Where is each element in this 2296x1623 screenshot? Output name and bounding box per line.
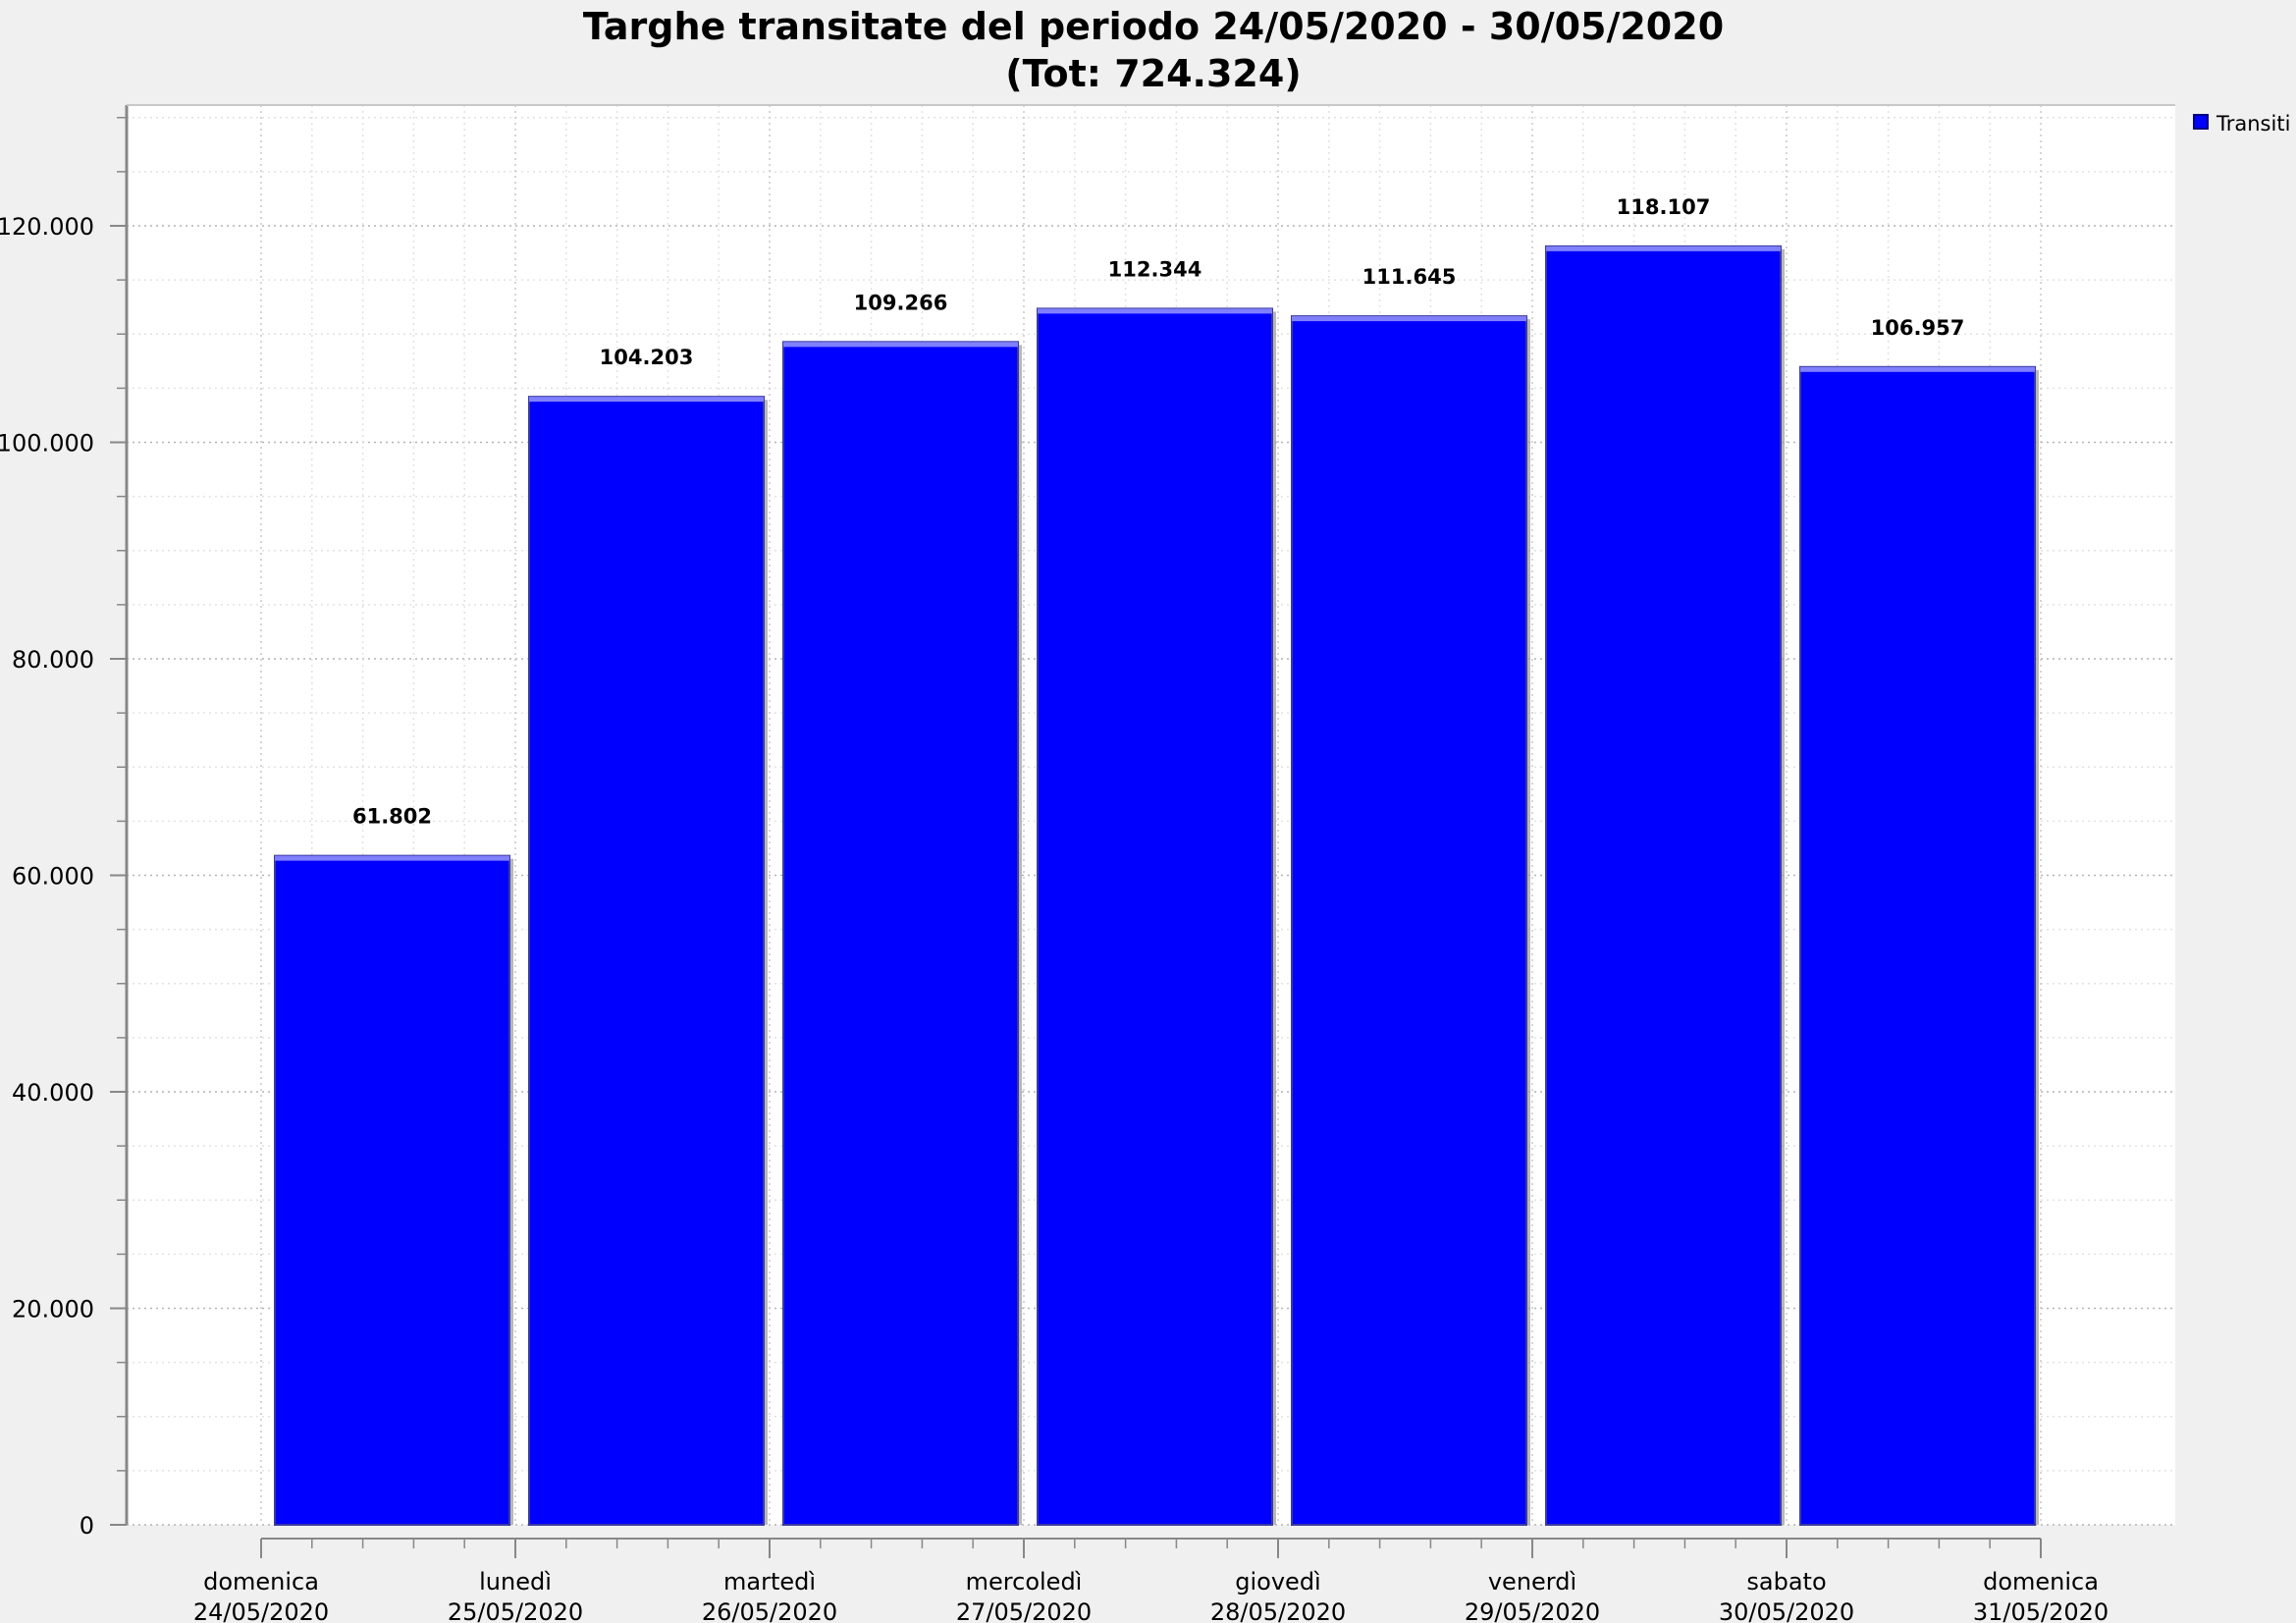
value-labels: 61.802 104.203 109.266 112.344 111.645 118.10… — [352, 195, 1964, 829]
x-tick-day: sabato — [1746, 1568, 1826, 1596]
bars — [274, 244, 2039, 1527]
data-label: 111.645 — [1362, 265, 1457, 289]
y-tick-label: 20.000 — [12, 1296, 94, 1324]
x-tick-day: martedì — [723, 1568, 816, 1596]
x-axis: domenica24/05/2020lunedì25/05/2020marted… — [193, 1539, 2109, 1623]
bar — [1545, 244, 1782, 1526]
x-tick-date: 27/05/2020 — [956, 1598, 1092, 1623]
bar-highlight — [275, 855, 509, 861]
y-tick-label: 100.000 — [0, 430, 94, 458]
y-tick-label: 40.000 — [12, 1079, 94, 1107]
x-tick-date: 30/05/2020 — [1719, 1598, 1854, 1623]
x-tick-day: domenica — [203, 1568, 319, 1596]
bar-highlight — [529, 397, 764, 403]
bar — [1799, 365, 2036, 1526]
data-label: 109.266 — [854, 291, 948, 314]
y-tick-label: 60.000 — [12, 863, 94, 891]
y-tick-label: 0 — [80, 1512, 94, 1540]
bar — [274, 854, 510, 1526]
x-tick-day: domenica — [1983, 1568, 2099, 1596]
data-label: 112.344 — [1108, 257, 1202, 281]
bar-highlight — [1546, 245, 1781, 251]
bar-highlight — [1038, 308, 1272, 314]
bar-highlight — [1800, 366, 2035, 372]
x-tick-date: 28/05/2020 — [1210, 1598, 1346, 1623]
y-axis: 0 20.000 40.000 60.000 80.000 100.000 120.000 — [0, 117, 127, 1540]
data-label: 118.107 — [1617, 195, 1711, 219]
data-label: 106.957 — [1871, 316, 1965, 340]
legend-label: Transiti — [2216, 112, 2290, 135]
bar — [528, 396, 765, 1527]
data-label: 104.203 — [600, 346, 694, 369]
x-tick-date: 29/05/2020 — [1465, 1598, 1600, 1623]
bar-highlight — [1292, 316, 1526, 322]
legend: Transiti — [2193, 112, 2290, 135]
bar — [782, 341, 1019, 1526]
bar-highlight — [783, 342, 1018, 348]
x-tick-date: 24/05/2020 — [193, 1598, 329, 1623]
x-tick-day: lunedì — [479, 1568, 552, 1596]
y-tick-label: 80.000 — [12, 646, 94, 674]
x-tick-day: venerdì — [1488, 1568, 1576, 1596]
data-label: 61.802 — [352, 805, 432, 829]
bar — [1037, 307, 1273, 1527]
bar — [1291, 315, 1527, 1526]
x-tick-date: 31/05/2020 — [1973, 1598, 2109, 1623]
chart-subtitle: (Tot: 724.324) — [1005, 52, 1301, 95]
x-tick-date: 25/05/2020 — [448, 1598, 583, 1623]
x-tick-day: giovedì — [1235, 1568, 1320, 1596]
chart-title: Targhe transitate del periodo 24/05/2020… — [583, 5, 1724, 48]
x-tick-day: mercoledì — [966, 1568, 1083, 1596]
x-tick-date: 26/05/2020 — [702, 1598, 837, 1623]
y-tick-label: 120.000 — [0, 213, 94, 241]
legend-swatch — [2193, 114, 2209, 130]
